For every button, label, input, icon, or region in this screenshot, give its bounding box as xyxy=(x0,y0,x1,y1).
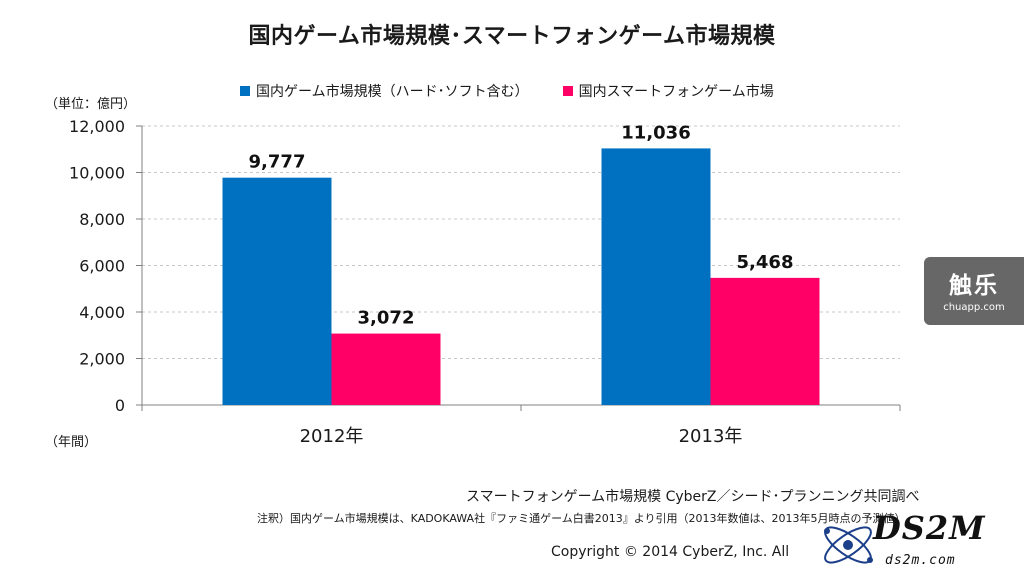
data-label-2012年-series-0: 9,777 xyxy=(249,152,306,173)
x-tick-label-1: 2013年 xyxy=(679,426,743,447)
y-tick-label-0: 0 xyxy=(115,396,125,415)
legend-swatch-smartphone-game xyxy=(562,86,573,96)
legend-item-domestic-game: 国内ゲーム市場規模（ハード･ソフト含む） xyxy=(240,81,529,101)
chuapp-watermark-title: 触乐 xyxy=(949,273,999,299)
bar-2013年-series-0 xyxy=(601,148,711,405)
copyright: Copyright © 2014 CyberZ, Inc. All xyxy=(551,544,790,560)
x-tick-label-0: 2012年 xyxy=(300,426,364,447)
chuapp-watermark: 触乐 chuapp.com xyxy=(924,257,1024,325)
chart-title: 国内ゲーム市場規模･スマートフォンゲーム市場規模 xyxy=(248,24,776,49)
y-tick-label-5: 10,000 xyxy=(69,164,125,183)
y-tick-label-3: 6,000 xyxy=(79,257,125,276)
ds2m-watermark-title: DS2M xyxy=(873,509,986,547)
footnote: 注釈）国内ゲーム市場規模は、KADOKAWA社『ファミ通ゲーム白書2013』より… xyxy=(257,512,906,525)
y-tick-label-6: 12,000 xyxy=(69,117,125,136)
legend: 国内ゲーム市場規模（ハード･ソフト含む） 国内スマートフォンゲーム市場 xyxy=(240,81,808,101)
data-label-2013年-series-0: 11,036 xyxy=(621,122,690,143)
y-axis-unit-label: （単位：億円） xyxy=(45,97,137,112)
source-credit: スマートフォンゲーム市場規模 CyberZ／シード･プランニング共同調べ xyxy=(466,489,920,505)
chuapp-watermark-url: chuapp.com xyxy=(943,302,1005,313)
legend-swatch-domestic-game xyxy=(240,86,250,96)
ds2m-watermark-url: ds2m.com xyxy=(885,553,956,568)
y-tick-label-2: 4,000 xyxy=(79,303,125,322)
bar-2012年-series-1 xyxy=(331,333,441,405)
ds2m-watermark: DS2M ds2m.com xyxy=(815,505,1020,580)
y-tick-label-4: 8,000 xyxy=(79,210,125,229)
bar-2013年-series-1 xyxy=(710,277,820,405)
y-tick-label-1: 2,000 xyxy=(79,350,125,369)
legend-item-smartphone-game: 国内スマートフォンゲーム市場 xyxy=(562,81,774,101)
data-label-2012年-series-1: 3,072 xyxy=(358,308,415,329)
legend-label-smartphone-game: 国内スマートフォンゲーム市場 xyxy=(578,84,774,100)
x-axis-period-label: （年間） xyxy=(45,435,98,450)
atom-logo-icon xyxy=(824,526,873,564)
data-label-2013年-series-1: 5,468 xyxy=(737,252,794,273)
bar-2012年-series-0 xyxy=(222,177,332,405)
legend-label-domestic-game: 国内ゲーム市場規模（ハード･ソフト含む） xyxy=(256,84,529,100)
